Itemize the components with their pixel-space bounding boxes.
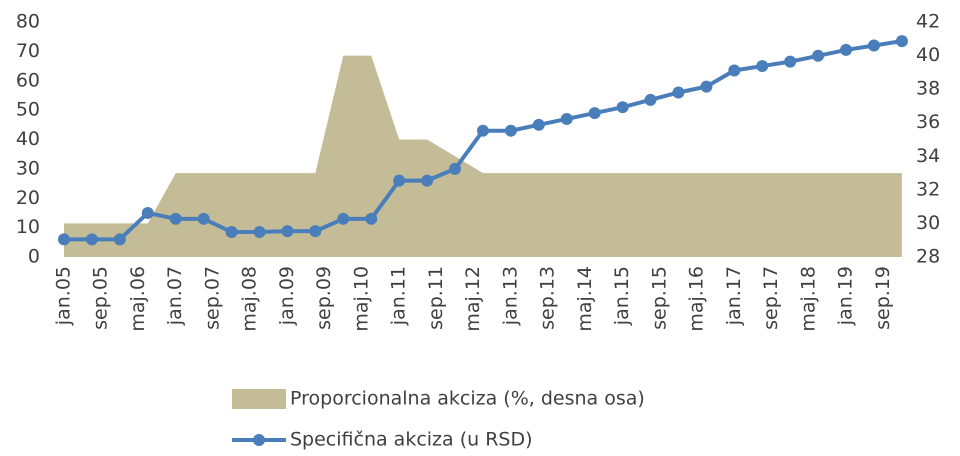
marker xyxy=(476,124,489,137)
x-tick-label: maj.06 xyxy=(127,266,149,332)
x-tick-label: maj.18 xyxy=(797,266,819,332)
x-tick-label: maj.08 xyxy=(239,266,261,332)
marker xyxy=(644,93,657,106)
x-tick-label: sep.17 xyxy=(760,266,782,330)
x-tick-label: jan.13 xyxy=(499,266,521,326)
marker xyxy=(421,174,434,187)
y-tick-label: 30 xyxy=(16,157,40,179)
marker xyxy=(532,118,545,131)
y2-tick-label: 40 xyxy=(916,44,940,66)
marker xyxy=(812,49,825,62)
marker xyxy=(225,226,238,239)
x-tick-label: jan.09 xyxy=(276,266,298,326)
y2-tick-label: 42 xyxy=(916,11,940,33)
marker xyxy=(504,124,517,137)
marker xyxy=(560,112,573,125)
x-tick-label: maj.14 xyxy=(574,266,596,332)
marker xyxy=(449,162,462,175)
marker xyxy=(281,225,294,238)
x-tick-label: sep.19 xyxy=(872,266,894,330)
x-tick-label: jan.15 xyxy=(611,266,633,326)
marker xyxy=(616,101,629,114)
y-tick-label: 80 xyxy=(16,11,40,33)
marker xyxy=(309,225,322,238)
y-tick-label: 0 xyxy=(28,246,40,268)
x-tick-label: jan.19 xyxy=(835,266,857,326)
y2-tick-label: 32 xyxy=(916,178,940,200)
x-tick-label: jan.17 xyxy=(723,266,745,326)
marker xyxy=(169,212,182,225)
y2-tick-label: 36 xyxy=(916,111,940,133)
legend-swatch xyxy=(232,389,286,409)
x-tick-label: sep.05 xyxy=(90,266,112,330)
legend-label: Proporcionalna akciza (%, desna osa) xyxy=(290,388,645,410)
x-tick-label: sep.13 xyxy=(537,266,559,330)
marker xyxy=(58,233,70,246)
marker xyxy=(700,80,713,93)
y-tick-label: 70 xyxy=(16,40,40,62)
y-tick-label: 60 xyxy=(16,69,40,91)
marker xyxy=(672,86,685,99)
marker xyxy=(197,212,210,225)
x-tick-label: sep.09 xyxy=(313,266,335,330)
x-tick-label: jan.05 xyxy=(53,266,75,326)
legend-marker xyxy=(253,434,265,446)
marker xyxy=(337,212,350,225)
marker xyxy=(253,226,266,239)
y2-tick-label: 30 xyxy=(916,212,940,234)
marker xyxy=(895,35,908,48)
x-tick-label: jan.07 xyxy=(164,266,186,326)
x-tick-label: jan.11 xyxy=(388,266,410,326)
marker xyxy=(141,206,154,219)
area xyxy=(64,55,902,258)
y-tick-label: 50 xyxy=(16,99,40,121)
marker xyxy=(113,233,126,246)
x-tick-label: sep.11 xyxy=(425,266,447,330)
marker xyxy=(85,233,98,246)
y-tick-label: 40 xyxy=(16,128,40,150)
x-tick-label: maj.10 xyxy=(350,266,372,332)
marker xyxy=(365,212,378,225)
y2-tick-label: 28 xyxy=(916,246,940,268)
marker xyxy=(867,39,880,52)
y2-tick-label: 34 xyxy=(916,145,940,167)
marker xyxy=(784,55,797,68)
y-tick-label: 10 xyxy=(16,216,40,238)
marker xyxy=(393,174,406,187)
x-tick-label: sep.15 xyxy=(648,266,670,330)
x-tick-label: sep.07 xyxy=(201,266,223,330)
marker xyxy=(756,60,769,73)
y2-tick-label: 38 xyxy=(916,78,940,100)
marker xyxy=(728,64,741,77)
marker xyxy=(588,107,601,120)
x-tick-label: maj.12 xyxy=(462,266,484,332)
y-tick-label: 20 xyxy=(16,187,40,209)
marker xyxy=(840,43,853,56)
x-tick-label: maj.16 xyxy=(686,266,708,332)
legend-label: Specifična akciza (u RSD) xyxy=(290,429,533,451)
